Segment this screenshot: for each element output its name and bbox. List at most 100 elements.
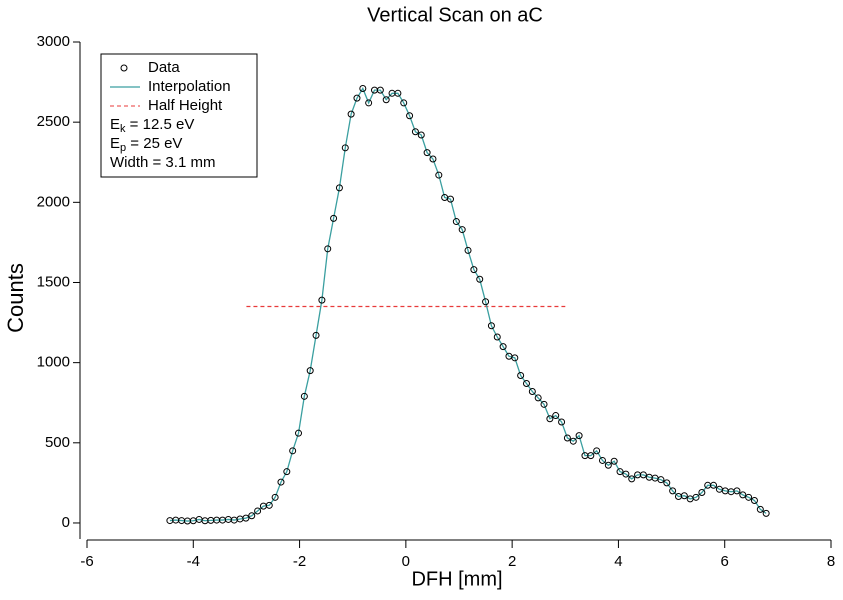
data-point — [604, 461, 612, 469]
data-point — [482, 298, 490, 306]
y-tick-label: 0 — [62, 514, 70, 531]
data-point — [271, 493, 279, 501]
data-point — [593, 447, 601, 455]
y-tick-label: 2000 — [37, 193, 70, 210]
data-point — [341, 144, 349, 152]
data-point — [534, 394, 542, 402]
data-point — [452, 218, 460, 226]
data-point — [587, 452, 595, 460]
data-point — [382, 96, 390, 104]
data-point — [435, 171, 443, 179]
data-point — [470, 266, 478, 274]
annotation-part: k — [120, 123, 126, 135]
y-tick-label: 1000 — [37, 354, 70, 371]
data-point — [750, 497, 758, 505]
data-point — [406, 112, 414, 120]
annotation-part: E — [110, 116, 120, 133]
data-point — [330, 214, 338, 222]
data-point — [335, 184, 343, 192]
data-point — [563, 434, 571, 442]
data-point — [569, 437, 577, 445]
data-point — [739, 491, 747, 499]
data-point — [376, 86, 384, 94]
data-point — [669, 487, 677, 495]
data-point — [710, 481, 718, 489]
annotation: Width = 3.1 mm — [110, 154, 215, 171]
data-point — [295, 429, 303, 437]
y-tick-label: 1500 — [37, 273, 70, 290]
x-tick-label: 6 — [721, 553, 729, 570]
data-point — [692, 493, 700, 501]
data-point — [499, 343, 507, 351]
data-point — [552, 412, 560, 420]
x-tick-label: 4 — [614, 553, 622, 570]
data-point — [464, 246, 472, 254]
data-point — [487, 322, 495, 330]
data-point — [493, 333, 501, 341]
legend-label: Interpolation — [148, 78, 231, 95]
data-point — [546, 415, 554, 423]
annotation: Ek = 12.5 eV — [110, 116, 194, 135]
legend-box — [100, 53, 258, 178]
data-point — [598, 456, 606, 464]
data-point — [283, 468, 291, 476]
interpolation-line — [169, 87, 767, 522]
data-point — [622, 470, 630, 478]
data-point — [476, 275, 484, 283]
data-point — [745, 493, 753, 501]
data-point — [347, 110, 355, 118]
data-point — [300, 392, 308, 400]
data-point — [558, 418, 566, 426]
annotation-part: E — [110, 135, 120, 152]
legend-label: Data — [148, 59, 180, 76]
data-point — [540, 400, 548, 408]
annotation: Ep = 25 eV — [110, 135, 182, 154]
data-point — [610, 457, 618, 465]
annotation-part: = 25 eV — [126, 135, 182, 152]
data-point — [733, 487, 741, 495]
data-point — [411, 128, 419, 136]
data-point — [353, 94, 361, 102]
data-point — [616, 468, 624, 476]
data-point — [517, 371, 525, 379]
data-point — [277, 478, 285, 486]
data-point — [254, 507, 262, 515]
data-point — [265, 501, 273, 509]
data-point — [698, 489, 706, 497]
y-tick-label: 2500 — [37, 113, 70, 130]
data-point — [394, 89, 402, 97]
data-point — [324, 245, 332, 253]
data-point — [318, 296, 326, 304]
x-tick-label: 2 — [508, 553, 516, 570]
x-tick-label: -4 — [187, 553, 200, 570]
data-point — [762, 509, 770, 517]
data-point — [528, 388, 536, 396]
data-point — [365, 99, 373, 107]
data-point — [657, 476, 665, 484]
data-point — [289, 447, 297, 455]
data-point — [756, 505, 764, 513]
annotation-part: Width = 3.1 mm — [110, 154, 215, 171]
data-point — [628, 475, 636, 483]
data-point — [575, 432, 583, 440]
data-point — [400, 99, 408, 107]
data-point — [306, 367, 314, 375]
chart-title: Vertical Scan on aC — [367, 4, 543, 26]
x-tick-label: 0 — [402, 553, 410, 570]
data-point — [663, 479, 671, 487]
annotation-part: = 12.5 eV — [126, 116, 195, 133]
annotation-part: p — [120, 142, 126, 154]
legend-marker — [120, 64, 128, 72]
x-tick-label: 8 — [827, 553, 835, 570]
x-tick-label: -6 — [80, 553, 93, 570]
x-axis-label: DFH [mm] — [411, 568, 502, 590]
data-point — [522, 379, 530, 387]
x-tick-label: -2 — [293, 553, 306, 570]
data-point — [248, 512, 256, 520]
data-point — [511, 354, 519, 362]
y-tick-label: 500 — [45, 434, 70, 451]
y-axis-label: Counts — [3, 263, 28, 333]
data-point — [242, 514, 250, 522]
data-point — [423, 149, 431, 157]
